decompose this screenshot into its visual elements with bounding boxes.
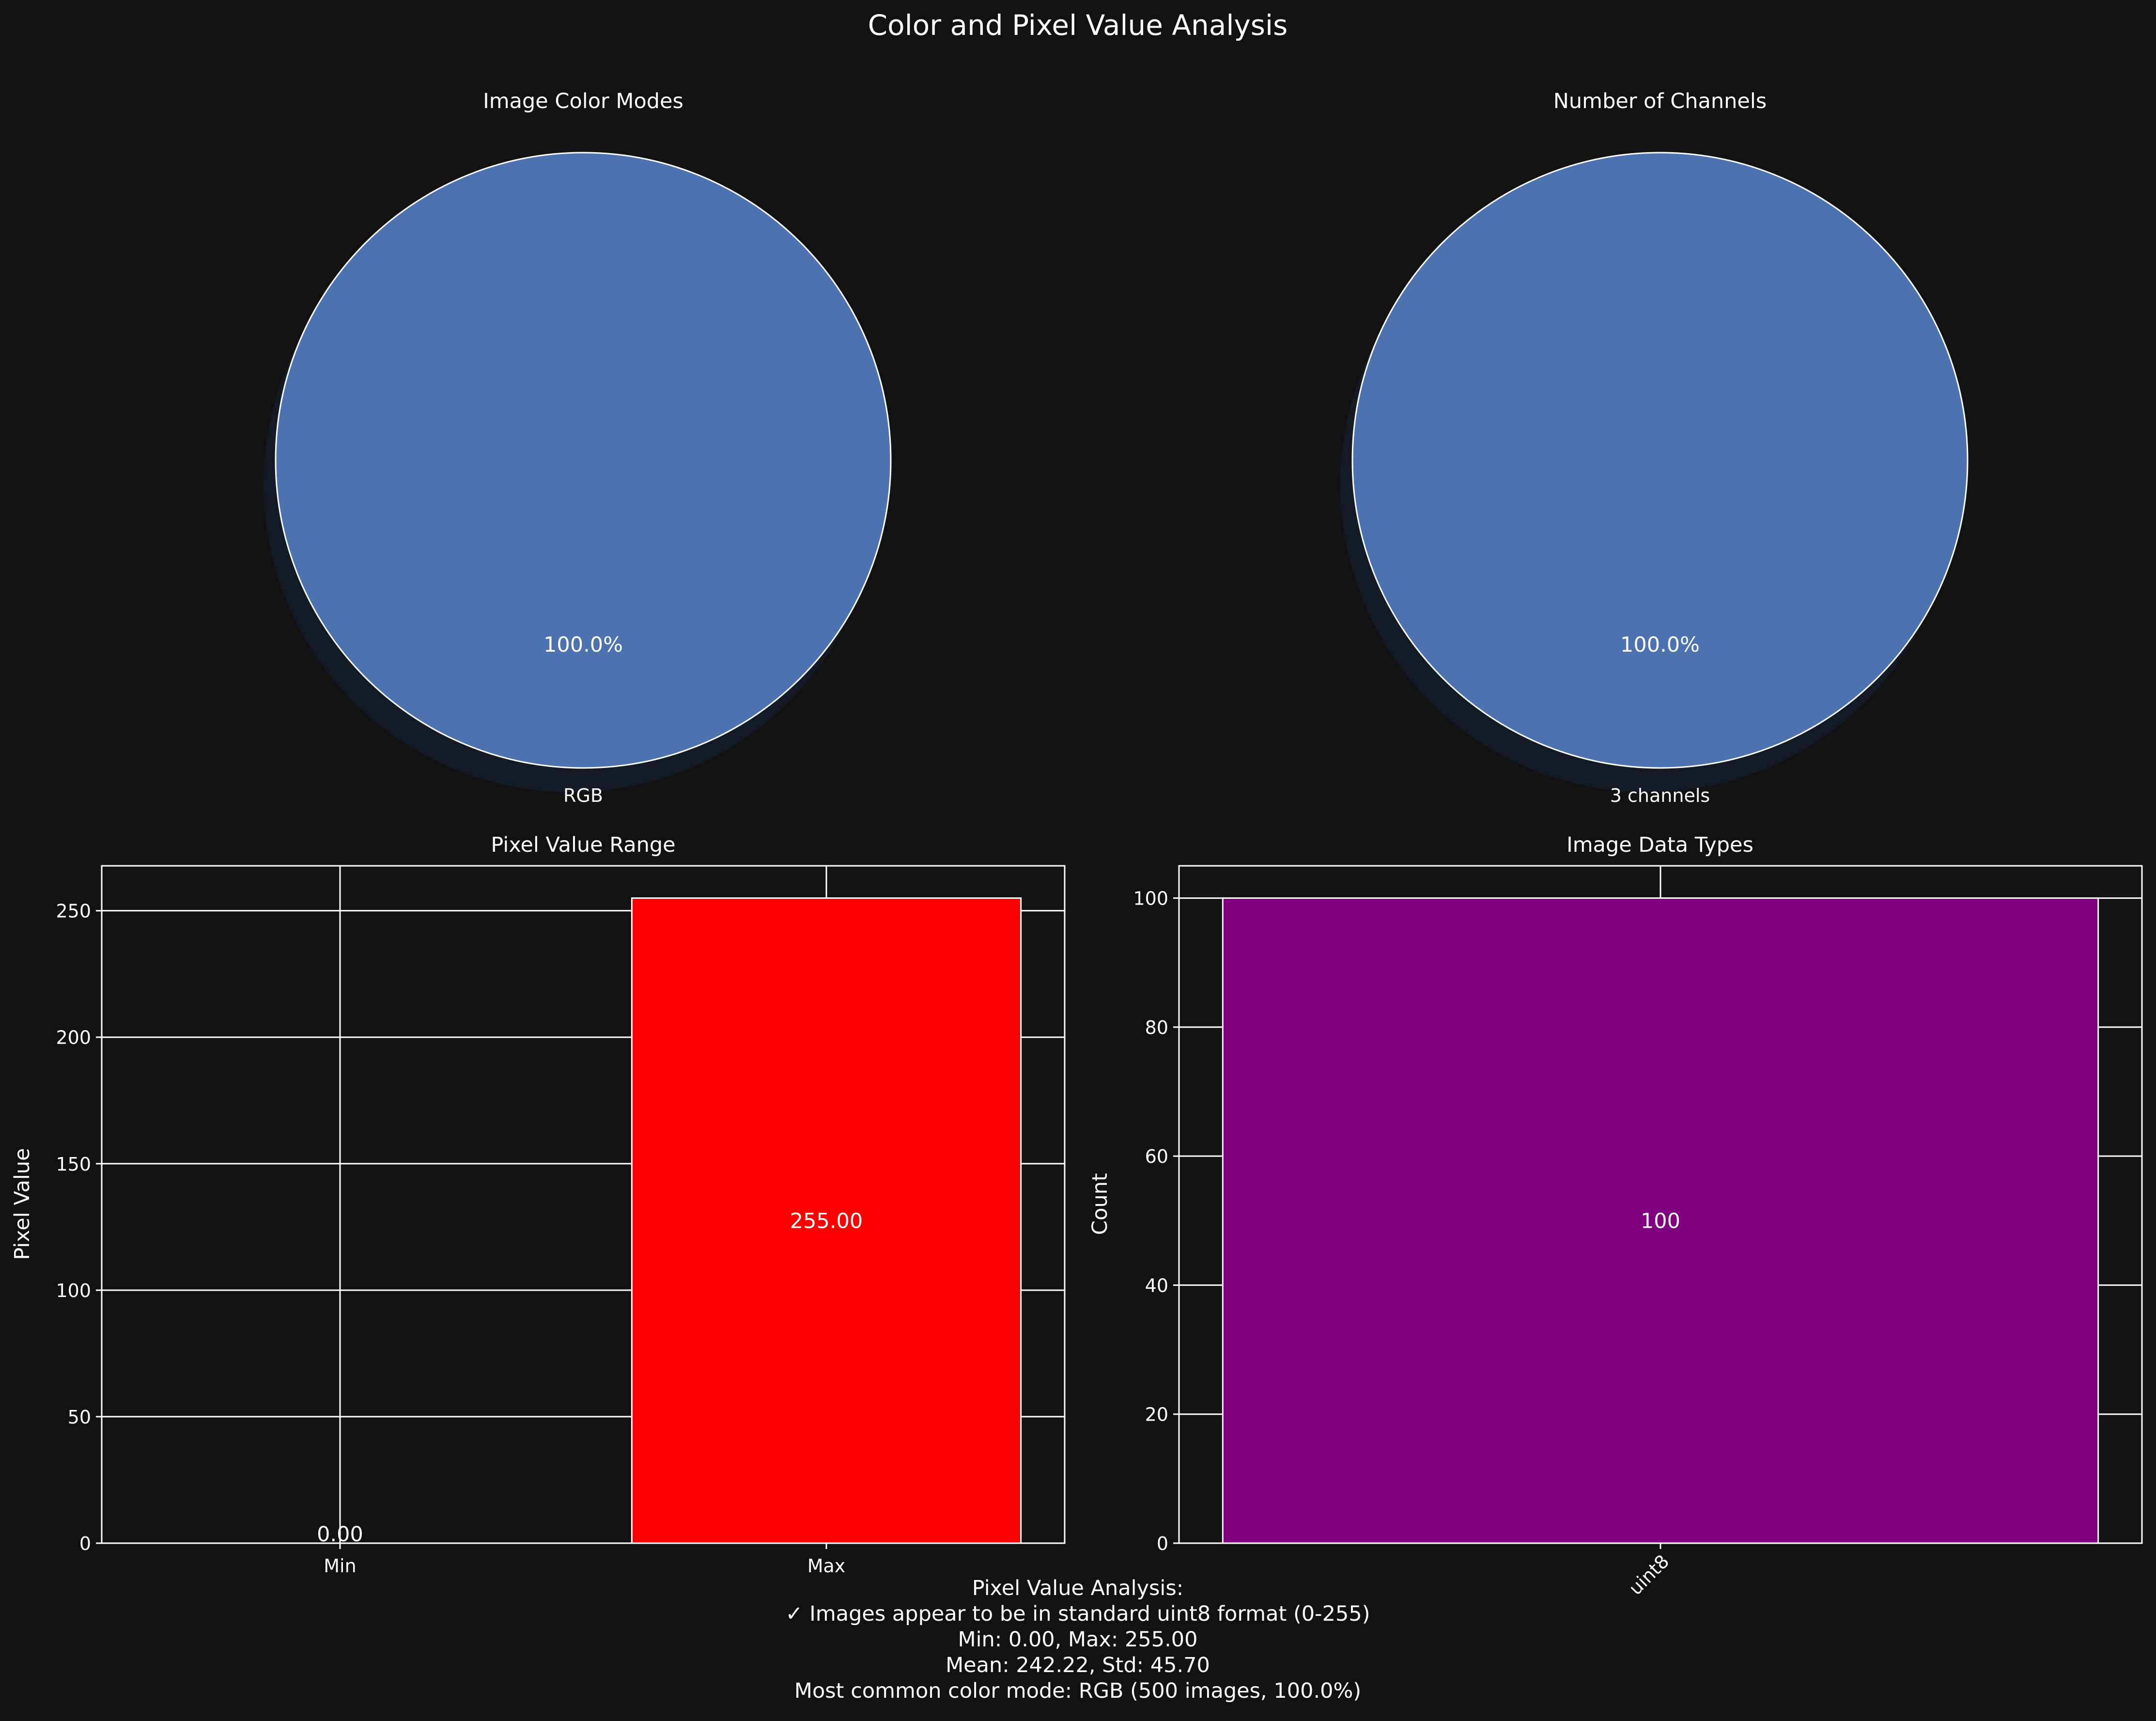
pie-label-rgb: RGB — [563, 785, 603, 806]
bar-data-types-frame — [1178, 865, 2143, 1544]
pie-channels-title: Number of Channels — [1553, 89, 1767, 113]
y-tick-label: 60 — [1145, 1146, 1168, 1167]
bar-pixel-range-xticks: Min Max — [324, 1543, 845, 1577]
pie-label-3-channels: 3 channels — [1610, 785, 1710, 806]
bar-max[interactable] — [631, 897, 1022, 1544]
pie-slice-rgb[interactable] — [275, 152, 892, 769]
bar-uint8[interactable] — [1222, 897, 2099, 1544]
summary-line-1: Pixel Value Analysis: — [972, 1576, 1184, 1600]
bar-chart-pixel-range: Pixel Value Range Pixel Value 0 50 100 150 2… — [10, 833, 1066, 1577]
y-tick-label: 80 — [1145, 1017, 1168, 1038]
y-tick-label: 150 — [56, 1154, 91, 1175]
bar-pixel-range-bars — [631, 897, 1022, 1544]
x-tick-label: Max — [807, 1555, 846, 1577]
summary-line-2: ✓ Images appear to be in standard uint8 … — [785, 1602, 1370, 1626]
y-tick-label: 40 — [1145, 1275, 1168, 1296]
summary-text-block: Pixel Value Analysis: ✓ Images appear to… — [785, 1576, 1370, 1703]
y-tick-label: 100 — [56, 1280, 91, 1301]
bar-pixel-range-title: Pixel Value Range — [491, 833, 675, 857]
pie-color-modes-title: Image Color Modes — [483, 89, 683, 113]
bar-data-types-value-labels: 100 — [1641, 1209, 1680, 1233]
pie-chart-color-modes: Image Color Modes 100.0% RGB — [264, 89, 892, 806]
pie-autopct-3-channels: 100.0% — [1620, 633, 1700, 657]
y-tick-label: 0 — [79, 1533, 91, 1554]
bar-value-label: 100 — [1641, 1209, 1680, 1233]
y-tick-label: 200 — [56, 1027, 91, 1048]
pie-chart-channels: Number of Channels 100.0% 3 channels — [1340, 89, 1969, 806]
bar-value-label: 255.00 — [790, 1209, 863, 1233]
pie-autopct-rgb: 100.0% — [543, 633, 623, 657]
x-tick-label: Min — [324, 1555, 356, 1577]
y-tick-label: 20 — [1145, 1404, 1168, 1425]
pie-slice-3-channels[interactable] — [1351, 152, 1969, 769]
y-tick-label: 100 — [1133, 888, 1168, 909]
summary-line-5: Most common color mode: RGB (500 images,… — [794, 1679, 1361, 1703]
bar-pixel-range-ylabel: Pixel Value — [10, 1148, 34, 1260]
bar-data-types-title: Image Data Types — [1567, 833, 1753, 857]
bar-data-types-yticks: 0 20 40 60 80 100 — [1133, 888, 1179, 1554]
bar-pixel-range-frame — [101, 865, 1066, 1544]
bar-data-types-ylabel: Count — [1088, 1173, 1112, 1235]
bar-data-types-bars — [1222, 897, 2099, 1544]
summary-line-4: Mean: 242.22, Std: 45.70 — [946, 1653, 1210, 1677]
y-tick-label: 250 — [56, 901, 91, 922]
bar-pixel-range-yticks: 0 50 100 150 200 250 — [56, 901, 102, 1554]
figure-suptitle: Color and Pixel Value Analysis — [868, 9, 1288, 42]
y-tick-label: 50 — [68, 1407, 91, 1428]
summary-line-3: Min: 0.00, Max: 255.00 — [958, 1627, 1197, 1652]
y-tick-label: 0 — [1157, 1533, 1168, 1554]
